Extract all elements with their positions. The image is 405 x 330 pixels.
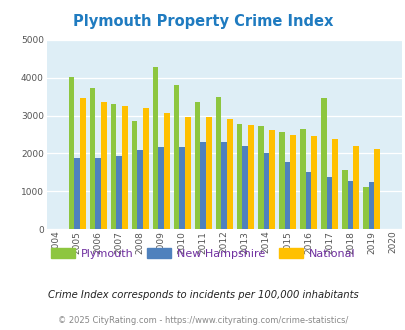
Bar <box>221 142 226 229</box>
Bar <box>226 119 232 229</box>
Bar <box>299 129 305 229</box>
Bar <box>362 187 368 229</box>
Bar <box>131 121 137 229</box>
Bar <box>164 113 169 229</box>
Bar <box>90 88 95 229</box>
Bar <box>173 85 179 229</box>
Bar <box>373 148 379 229</box>
Bar <box>236 124 242 229</box>
Bar <box>95 158 101 229</box>
Bar <box>116 156 122 229</box>
Bar <box>320 98 326 229</box>
Bar <box>347 181 352 229</box>
Bar <box>215 97 221 229</box>
Bar <box>305 172 311 229</box>
Bar <box>101 102 107 229</box>
Bar <box>368 182 373 229</box>
Bar <box>263 153 269 229</box>
Bar <box>341 170 347 229</box>
Bar <box>284 162 290 229</box>
Bar <box>80 98 85 229</box>
Bar <box>200 143 206 229</box>
Bar <box>311 136 316 229</box>
Bar <box>278 132 284 229</box>
Bar <box>194 102 200 229</box>
Bar <box>352 146 358 229</box>
Text: Plymouth Property Crime Index: Plymouth Property Crime Index <box>72 14 333 29</box>
Text: Crime Index corresponds to incidents per 100,000 inhabitants: Crime Index corresponds to incidents per… <box>47 290 358 300</box>
Bar <box>185 116 190 229</box>
Bar <box>111 104 116 229</box>
Bar <box>158 148 164 229</box>
Bar <box>326 177 331 229</box>
Bar <box>290 135 295 229</box>
Bar <box>143 108 148 229</box>
Bar <box>137 150 143 229</box>
Bar <box>269 130 274 229</box>
Bar <box>122 106 128 229</box>
Bar <box>247 125 253 229</box>
Bar <box>74 158 80 229</box>
Bar <box>242 146 247 229</box>
Legend: Plymouth, New Hampshire, National: Plymouth, New Hampshire, National <box>46 244 359 263</box>
Bar <box>179 147 185 229</box>
Bar <box>257 126 263 229</box>
Bar <box>152 67 158 229</box>
Text: © 2025 CityRating.com - https://www.cityrating.com/crime-statistics/: © 2025 CityRating.com - https://www.city… <box>58 315 347 325</box>
Bar <box>331 139 337 229</box>
Bar <box>206 117 211 229</box>
Bar <box>68 77 74 229</box>
